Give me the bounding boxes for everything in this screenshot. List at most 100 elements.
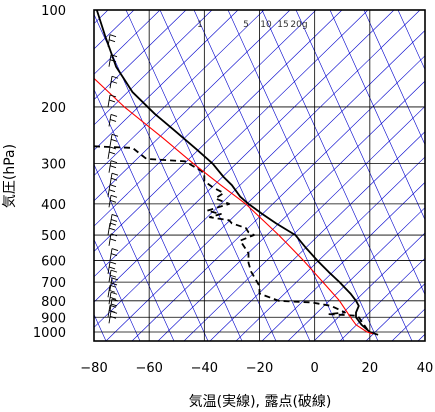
wind-barb-flag: [109, 119, 117, 122]
wind-barb-shaft: [109, 277, 113, 290]
wind-barb-flag: [110, 177, 118, 181]
wind-barb-shaft: [108, 233, 112, 246]
isotherm-line: [131, 55, 425, 341]
wind-barb-flag: [110, 233, 118, 237]
wind-barb-flag: [111, 75, 119, 79]
wind-barb-shaft: [108, 292, 112, 305]
y-tick-label: 600: [41, 255, 66, 270]
wind-barb-flag: [109, 284, 117, 288]
wind-barb-flag: [110, 291, 118, 295]
y-tick-label: 200: [41, 101, 66, 116]
wind-barb-flag: [108, 189, 116, 193]
wind-barb-flag: [111, 172, 119, 176]
wind-barb-shaft: [107, 94, 111, 108]
isotherm-line: [287, 207, 425, 341]
wind-barb-flag: [110, 310, 118, 314]
y-tick-label: 800: [41, 295, 66, 310]
y-tick-label: 300: [41, 158, 66, 173]
wind-barb-flag: [109, 238, 117, 242]
y-tick-label: 900: [41, 311, 66, 326]
wind-barb-flag: [109, 165, 117, 169]
wind-barb-shaft: [107, 222, 111, 236]
wind-barb-shaft: [108, 54, 112, 67]
wind-barb-flag: [109, 199, 117, 203]
adiabat-line: [125, 10, 277, 341]
x-tick-labels: −80 −60 −40 −20 0 20 40: [80, 361, 433, 376]
x-tick-label: 0: [311, 361, 319, 376]
wind-barb-shaft: [108, 114, 112, 127]
isotherm-line: [183, 105, 425, 341]
wind-barb-flag: [110, 160, 118, 164]
isotherm-line: [94, 10, 343, 252]
wind-barb-shaft: [107, 146, 111, 159]
adiabat-line: [159, 10, 311, 341]
isotherm-line: [94, 10, 265, 176]
isotherm-line: [94, 10, 161, 75]
wind-barb-shaft: [109, 173, 113, 186]
wind-barb-flag: [108, 227, 116, 231]
isotherm-line: [261, 181, 425, 341]
wind-barb-flag: [110, 253, 118, 256]
x-axis-label: 気温(実線), 露点(破線): [189, 394, 332, 410]
wind-barb-flag: [108, 39, 116, 43]
wind-barb-flag: [111, 277, 119, 281]
wind-barb-shaft: [107, 184, 111, 197]
wind-barb-shaft: [109, 298, 113, 311]
isotherm-line: [157, 80, 425, 341]
isotherm-line: [94, 10, 369, 278]
y-tick-label: 500: [41, 229, 66, 244]
isotherm-line: [339, 257, 425, 341]
wind-barb-shaft: [107, 34, 111, 47]
isotherm-line: [209, 131, 425, 341]
adiabat-line: [94, 238, 141, 341]
isotherm-line: [313, 232, 425, 341]
isotherm-line: [365, 283, 425, 341]
y-tick-label: 700: [41, 276, 66, 291]
wind-barb-shaft: [108, 195, 112, 208]
isotherm-line: [105, 30, 425, 341]
wind-barb-flag: [108, 266, 116, 270]
adiabat-line: [193, 10, 345, 341]
wind-barb-flag: [110, 282, 118, 286]
wind-barb-flag: [108, 289, 116, 293]
isotherm-line: [235, 156, 425, 341]
sounding-series: [94, 10, 379, 336]
wind-barb-flag: [110, 269, 118, 273]
wind-barb-flag: [111, 133, 119, 137]
wind-barb-shaft: [107, 305, 111, 318]
x-tick-label: 20: [362, 361, 379, 376]
mixing-ratio-label: 20g: [290, 20, 307, 30]
adiabat-line: [295, 10, 425, 296]
y-tick-label: 400: [41, 198, 66, 213]
mixing-ratio-labels: 1 5 10 15 20g: [197, 20, 307, 30]
wind-barb-flag: [109, 274, 117, 278]
adiabat-line: [94, 13, 243, 341]
adiabat-line: [329, 10, 425, 221]
adiabat-line: [227, 10, 379, 341]
temperature-line: [95, 10, 379, 336]
isotherm-line: [94, 10, 317, 227]
wind-barb-shaft: [109, 134, 113, 147]
adiabat-line: [363, 10, 425, 146]
mixing-ratio-label: 10: [260, 20, 272, 30]
wind-barb-flag: [109, 59, 117, 63]
mixing-ratio-label: 15: [277, 20, 288, 30]
y-tick-label: 1000: [33, 326, 66, 341]
isotherm-line: [94, 10, 187, 100]
x-tick-label: −80: [80, 361, 107, 376]
wind-barb-flag: [109, 261, 117, 265]
wind-barb-flag: [109, 222, 117, 226]
isotherm-line: [94, 10, 291, 202]
adiabat-line: [397, 10, 425, 71]
wind-barb-shaft: [108, 160, 112, 173]
isotherm-line: [94, 10, 213, 126]
wind-barb-flag: [110, 138, 118, 142]
wind-barb-flag: [111, 213, 119, 217]
adiabat-line: [94, 88, 209, 341]
isotherm-lines: [94, 10, 425, 341]
wind-barb-flag: [111, 298, 119, 302]
plot-frame: [93, 9, 426, 342]
wind-barb-flag: [110, 54, 118, 58]
